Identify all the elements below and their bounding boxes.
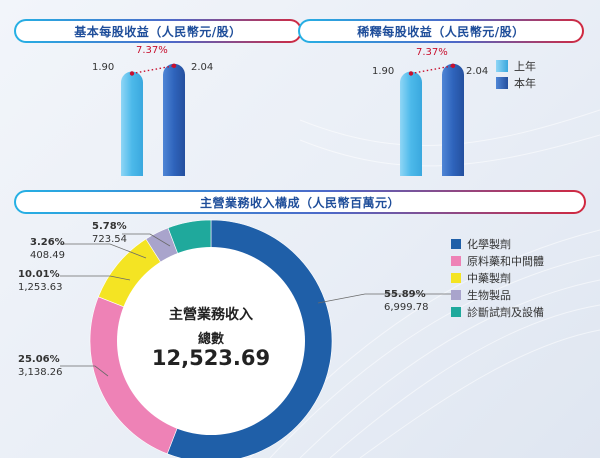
legend-curr-swatch (496, 77, 508, 89)
legend-label-tcm: 中藥製劑 (467, 272, 511, 285)
legend-item-bio: 生物製品 (451, 287, 511, 303)
legend-curr-year: 本年 (496, 75, 536, 91)
slice-chem-value: 6,999.78 (384, 302, 429, 313)
legend-prev-label: 上年 (514, 60, 536, 73)
legend-swatch-chem (451, 239, 461, 249)
slice-tcm-percent: 10.01% (18, 269, 60, 280)
legend-swatch-raw (451, 256, 461, 266)
slice-raw-value: 3,138.26 (18, 367, 63, 378)
legend-label-diag: 診斷試劑及設備 (467, 306, 544, 319)
diluted-eps-growth-dot-0 (408, 71, 414, 76)
basic-eps-curr-value: 2.04 (191, 62, 214, 73)
diluted-eps-growth-dot-1 (450, 63, 456, 68)
slice-tcm-value: 1,253.63 (18, 282, 63, 293)
basic-eps-growth-dot-1 (171, 63, 177, 68)
slice-chem-percent: 55.89% (384, 289, 426, 300)
basic-eps-title-text: 基本每股收益（人民幣元/股） (74, 24, 242, 39)
legend-label-bio: 生物製品 (467, 289, 511, 302)
legend-item-chem: 化學製劑 (451, 236, 511, 252)
diluted-eps-title: 稀釋每股收益（人民幣元/股） (298, 19, 584, 43)
basic-eps-bar-base-0 (121, 164, 143, 176)
slice-label-chem: 55.89% 6,999.78 (384, 288, 429, 314)
diluted-eps-bar-base-0 (400, 164, 422, 176)
basic-eps-bar-0 (121, 71, 143, 176)
basic-eps-bar-base-1 (163, 164, 185, 176)
slice-diag-percent: 5.78% (92, 221, 127, 232)
donut-leader-lines (60, 233, 460, 377)
basic-eps-prev-value: 1.90 (92, 62, 115, 73)
diluted-eps-bar-base-1 (442, 164, 464, 176)
donut-center-total: 12,523.69 (151, 346, 271, 370)
legend-swatch-diag (451, 307, 461, 317)
donut-hole (117, 247, 305, 435)
slice-label-tcm: 10.01% 1,253.63 (18, 268, 63, 294)
diluted-eps-bars (400, 63, 464, 176)
basic-eps-bar-1 (163, 63, 185, 176)
revenue-title: 主營業務收入構成（人民幣百萬元） (14, 190, 586, 214)
slice-bio-percent: 3.26% (30, 237, 65, 248)
legend-swatch-tcm (451, 273, 461, 283)
slice-diag-value: 723.54 (92, 234, 127, 245)
revenue-title-text: 主營業務收入構成（人民幣百萬元） (199, 195, 400, 210)
diluted-eps-growth-line (410, 65, 454, 75)
donut-center-line2: 總數 (197, 332, 224, 347)
legend-item-diag: 診斷試劑及設備 (451, 304, 544, 320)
diluted-eps-bar-1 (442, 63, 464, 176)
legend-item-tcm: 中藥製劑 (451, 270, 511, 286)
legend-item-raw: 原料藥和中間體 (451, 253, 544, 269)
slice-raw-percent: 25.06% (18, 354, 60, 365)
legend-prev-year: 上年 (496, 58, 536, 74)
diluted-eps-title-text: 稀釋每股收益（人民幣元/股） (357, 24, 525, 39)
donut-center-line1: 主營業務收入 (169, 307, 253, 323)
diluted-eps-prev-value: 1.90 (372, 66, 395, 77)
eps-bar-charts (121, 63, 464, 176)
slice-label-diag: 5.78% 723.54 (92, 220, 127, 246)
diluted-eps-bar-0 (400, 71, 422, 176)
basic-eps-growth: 7.37% (136, 45, 168, 56)
basic-eps-bars (121, 63, 185, 176)
slice-label-raw: 25.06% 3,138.26 (18, 353, 63, 379)
legend-label-chem: 化學製劑 (467, 238, 511, 251)
slice-bio-value: 408.49 (30, 250, 65, 261)
legend-curr-label: 本年 (514, 77, 536, 90)
diluted-eps-curr-value: 2.04 (466, 66, 489, 77)
basic-eps-growth-dot-0 (129, 71, 135, 76)
diluted-eps-growth: 7.37% (416, 47, 448, 58)
basic-eps-title: 基本每股收益（人民幣元/股） (14, 19, 302, 43)
slice-label-bio: 3.26% 408.49 (30, 236, 65, 262)
basic-eps-growth-line (131, 65, 175, 75)
legend-label-raw: 原料藥和中間體 (467, 255, 544, 268)
legend-prev-swatch (496, 60, 508, 72)
legend-swatch-bio (451, 290, 461, 300)
